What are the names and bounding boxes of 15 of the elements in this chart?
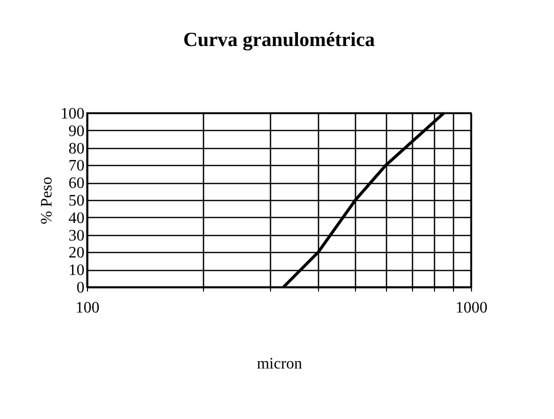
x-tick-label: 1000 [456,300,488,316]
y-tick-label: 60 [68,175,84,192]
y-tick-label: 10 [68,262,84,280]
y-tick-label: 100 [60,106,84,122]
y-tick-label: 30 [68,227,84,244]
y-tick-label: 50 [68,192,84,210]
y-tick-label: 20 [68,244,84,262]
y-tick-label: 80 [68,140,84,158]
y-tick-label: 90 [68,122,84,140]
y-axis-title: % Peso [38,176,56,224]
y-tick-label: 70 [68,158,84,175]
chart-title: Curva granulométrica [183,29,375,51]
y-tick-label: 0 [76,280,84,296]
y-tick-label: 40 [68,210,84,227]
x-axis-title: micron [256,356,302,372]
